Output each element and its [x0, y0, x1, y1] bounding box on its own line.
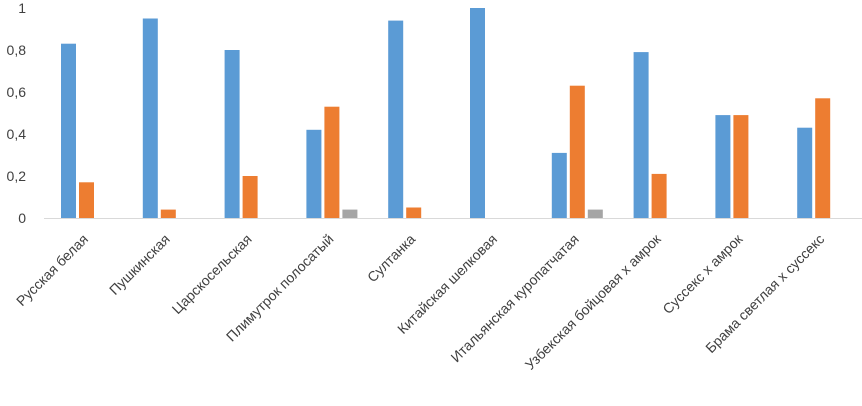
bar-series-1 — [224, 50, 240, 218]
bar-series-3 — [587, 209, 603, 218]
bar-series-1 — [633, 52, 649, 218]
y-axis: 0 0,2 0,4 0,6 0,8 1 — [7, 0, 27, 226]
x-axis: Русская белая ПушкинскаяЦарскосельскаяПли… — [13, 230, 827, 373]
x-tick-label: Султанка — [364, 231, 419, 286]
bar-series-2 — [160, 209, 176, 218]
bar-series-1 — [715, 115, 731, 218]
x-tick-label: Пушкинская — [106, 231, 173, 298]
x-tick-label: Узбекская бойцовая х амрок — [522, 230, 665, 373]
y-tick-label: 0,8 — [7, 42, 27, 58]
bar-series-2 — [733, 115, 749, 218]
bar-series-1 — [306, 129, 322, 218]
bar-series-2 — [651, 173, 667, 218]
bars — [61, 8, 831, 219]
bar-series-1 — [551, 152, 567, 218]
bar-series-1 — [142, 18, 158, 218]
bar-series-2 — [569, 85, 585, 218]
bar-series-2 — [406, 207, 422, 218]
bar-series-1 — [388, 20, 404, 218]
bar-series-2 — [324, 106, 340, 218]
y-tick-label: 1 — [18, 0, 26, 16]
bar-series-1 — [797, 127, 813, 218]
y-tick-label: 0,4 — [7, 126, 27, 142]
bar-series-2 — [79, 182, 94, 218]
bar-series-2 — [242, 176, 258, 218]
bar-series-1 — [470, 8, 485, 218]
bar-series-2 — [815, 98, 831, 218]
y-tick-label: 0,2 — [7, 168, 27, 184]
y-tick-label: 0,6 — [7, 84, 27, 100]
x-tick-label: Русская белая — [13, 231, 91, 309]
bar-series-1 — [61, 43, 76, 219]
x-tick-label: Суссекс х амрок — [659, 230, 746, 317]
bar-series-3 — [342, 209, 358, 218]
x-tick-label: Царскосельская — [169, 231, 255, 317]
y-tick-label: 0 — [18, 210, 26, 226]
